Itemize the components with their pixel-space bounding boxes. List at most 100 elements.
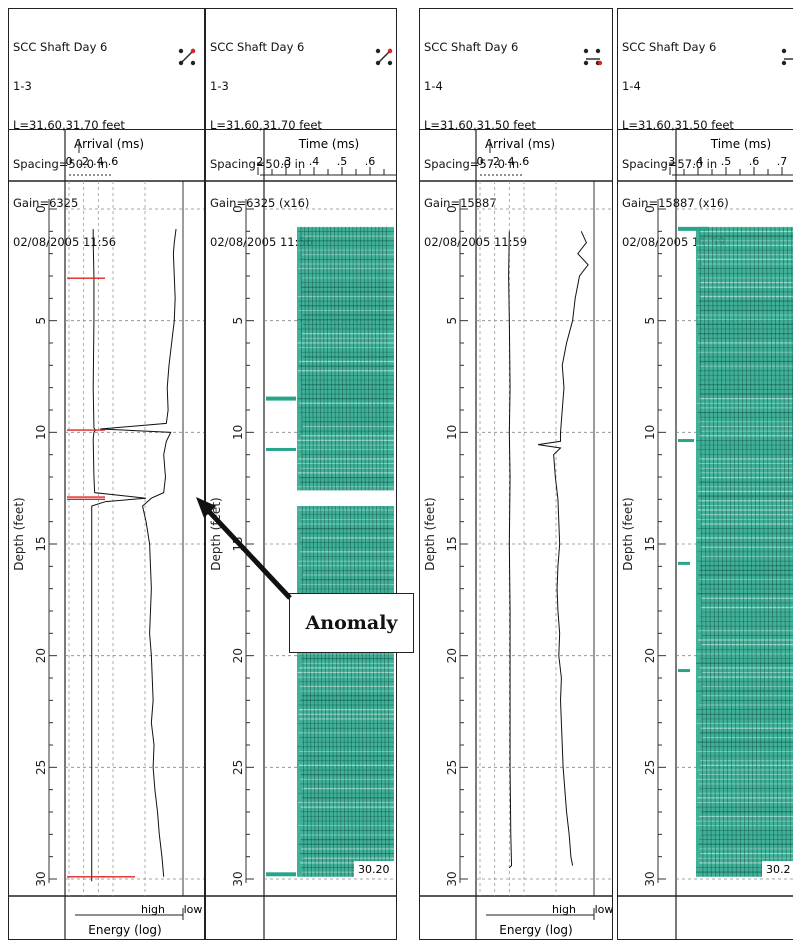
energy-axis-label: Energy (log) xyxy=(88,923,161,937)
tube-dot xyxy=(387,60,393,66)
depth-tick-label: 5 xyxy=(231,317,245,325)
panel-pair: 1-4 xyxy=(424,79,443,93)
panel-title: SCC Shaft Day 6 xyxy=(13,40,108,54)
time-tick-label: .5 xyxy=(337,155,348,168)
depth-tick-label: 30 xyxy=(34,871,48,886)
time-tick-label: .6 xyxy=(365,155,376,168)
energy-series xyxy=(538,231,589,866)
waterfall-wave xyxy=(374,226,379,877)
tube-dot xyxy=(190,60,196,66)
waterfall-wave xyxy=(703,226,708,877)
waterfall-wave xyxy=(745,226,750,877)
panel-length: L=31.60,31.70 feet xyxy=(13,118,125,132)
waterfall-wave xyxy=(345,226,349,877)
panel-spacing: Spacing=50.0 in xyxy=(210,157,306,171)
waterfall-wave xyxy=(367,226,372,877)
waterfall-wave xyxy=(315,226,320,877)
time-axis-label: Time (ms) xyxy=(710,137,772,151)
waterfall-wave xyxy=(707,226,712,877)
waterfall-wave xyxy=(300,226,305,877)
waterfall-wave xyxy=(363,226,368,877)
panel-1-3-waterfall: SCC Shaft Day 6 1-3 L=31.60,31.70 feet S… xyxy=(205,8,397,940)
waterfall-wave xyxy=(787,226,791,877)
depth-axis-label: Depth (feet) xyxy=(12,497,26,570)
depth-tick-label: 25 xyxy=(231,760,245,775)
waterfall-wave xyxy=(749,226,754,877)
time-tick-label: .4 xyxy=(309,155,320,168)
waterfall-wave xyxy=(319,226,323,877)
panel-title: SCC Shaft Day 6 xyxy=(622,40,717,54)
depth-tick-label: 15 xyxy=(643,536,657,551)
depth-tick-label: 30 xyxy=(643,871,657,886)
depth-tick-label: 25 xyxy=(34,760,48,775)
waterfall-wave xyxy=(382,226,386,877)
depth-tick-label: 0 xyxy=(34,205,48,213)
waterfall-wave xyxy=(352,226,357,877)
waterfall-gap xyxy=(297,490,394,507)
depth-tick-label: 15 xyxy=(34,536,48,551)
depth-tick-label: 0 xyxy=(643,205,657,213)
arrival-time-series xyxy=(508,231,513,869)
arrival-time-series xyxy=(91,229,147,882)
waterfall-wave xyxy=(304,226,309,877)
panel-title: SCC Shaft Day 6 xyxy=(424,40,519,54)
waterfall-leader xyxy=(678,669,690,673)
panel-length: L=31.60,31.50 feet xyxy=(424,118,536,132)
waterfall-wave xyxy=(766,226,771,877)
depth-tick-label: 20 xyxy=(231,648,245,663)
depth-tick-label: 15 xyxy=(445,536,459,551)
arrival-tick-label: 0 xyxy=(477,155,484,168)
panel-pair: 1-4 xyxy=(622,79,641,93)
depth-tick-label: 25 xyxy=(643,760,657,775)
waterfall-wave xyxy=(741,226,746,877)
panel-1-4-arrival: SCC Shaft Day 6 1-4 L=31.60,31.50 feet S… xyxy=(419,8,613,940)
energy-tick-label: high xyxy=(552,903,576,916)
waterfall-wave xyxy=(333,226,338,877)
waterfall-wave xyxy=(716,226,721,877)
energy-tick-label: low xyxy=(184,903,203,916)
arrival-tick-label: .6 xyxy=(519,155,530,168)
tube-dot-active xyxy=(190,48,196,54)
chart-svg: 0 5 10 15 20 25 30 Depth (feet) Time (ms) .2 .3 .4.… xyxy=(206,48,396,939)
depth-axis-label: Depth (feet) xyxy=(209,497,223,570)
bottom-value-label: 30.20 xyxy=(358,863,390,876)
time-tick-label: .5 xyxy=(721,155,732,168)
waterfall-wave xyxy=(330,226,335,877)
panel-length: L=31.60,31.70 feet xyxy=(210,118,322,132)
arrival-tick-label: .4 xyxy=(504,155,514,168)
waterfall-wave xyxy=(308,226,312,877)
depth-tick-label: 5 xyxy=(445,317,459,325)
depth-tick-label: 5 xyxy=(34,317,48,325)
waterfall-leader xyxy=(266,872,296,877)
arrival-tick-label: .2 xyxy=(489,155,500,168)
time-axis-label: Time (ms) xyxy=(298,137,360,151)
waterfall-wave xyxy=(348,226,353,877)
waterfall-wave xyxy=(724,226,729,877)
panel-header: SCC Shaft Day 6 1-4 L=31.60,31.50 feet S… xyxy=(420,9,612,249)
tube-link xyxy=(180,50,194,64)
waterfall-wave xyxy=(322,226,327,877)
depth-axis-label: Depth (feet) xyxy=(423,497,437,570)
arrival-axis-label: Arrival (ms) xyxy=(485,137,555,151)
tube-dot-active xyxy=(387,48,393,54)
depth-tick-label: 0 xyxy=(231,205,245,213)
depth-tick-label: 30 xyxy=(231,871,245,886)
arrival-tick-label: 0 xyxy=(66,155,73,168)
waterfall-wave xyxy=(378,226,383,877)
bottom-value-box xyxy=(354,861,396,878)
panel-title: SCC Shaft Day 6 xyxy=(210,40,305,54)
panel-1-3-arrival: SCC Shaft Day 6 1-3 L=31.60,31.70 feet S… xyxy=(8,8,205,940)
waterfall-wave xyxy=(712,226,716,877)
panel-spacing: Spacing=57.0 in xyxy=(622,157,718,171)
waterfall-leader xyxy=(266,396,296,401)
waterfall-wave xyxy=(359,226,364,877)
waterfall-wave xyxy=(732,226,737,877)
panel-pair: 1-3 xyxy=(210,79,229,93)
waterfall-wave xyxy=(720,226,725,877)
arrival-tick-label: .4 xyxy=(93,155,104,168)
waterfall-wave xyxy=(774,226,779,877)
tube-dot xyxy=(595,48,601,54)
waterfall-leader xyxy=(678,439,694,443)
